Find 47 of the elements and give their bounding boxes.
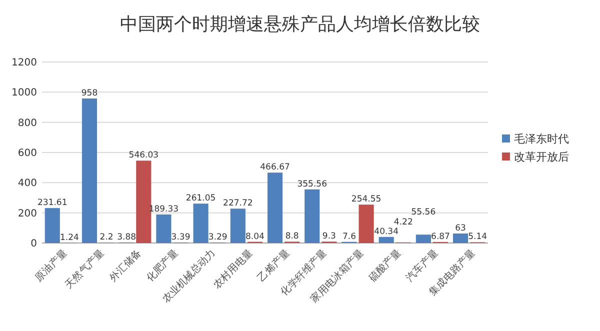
data-label: 3.88 (117, 232, 136, 242)
data-label: 2.2 (100, 232, 114, 243)
data-label: 546.03 (128, 150, 159, 161)
data-label: 355.56 (297, 179, 327, 190)
data-label: 466.67 (260, 162, 290, 173)
y-tick-label: 0 (30, 238, 37, 250)
x-tick-label: 硫酸产量 (366, 247, 404, 284)
y-tick-label: 600 (18, 148, 37, 159)
y-tick-label: 1200 (12, 58, 37, 68)
data-label: 3.29 (208, 232, 228, 243)
bar (193, 204, 208, 243)
y-tick-label: 1000 (12, 88, 37, 99)
y-tick-label: 200 (18, 208, 37, 220)
data-label: 261.05 (186, 194, 216, 204)
data-label: 1.24 (60, 232, 79, 243)
y-tick-label: 400 (18, 178, 37, 190)
bar (416, 234, 431, 243)
y-tick-label: 800 (18, 118, 37, 129)
data-label: 63 (455, 223, 466, 234)
legend-label: 改革开放后 (514, 150, 569, 164)
bar (358, 204, 374, 243)
bar (230, 208, 246, 243)
data-label: 5.14 (468, 232, 488, 242)
data-label: 254.55 (351, 194, 382, 205)
bar (82, 98, 98, 243)
bar (453, 233, 468, 243)
data-label: 6.87 (431, 232, 450, 242)
data-label: 8.8 (285, 232, 299, 242)
chart-title: 中国两个时期增速悬殊产品人均增长倍数比较 (120, 14, 480, 35)
bar (136, 160, 152, 243)
data-label: 3.39 (171, 232, 190, 242)
data-label: 55.56 (411, 208, 436, 218)
x-tick-label: 外汇储备 (106, 247, 144, 284)
data-label: 4.22 (394, 217, 413, 228)
data-label: 9.3 (322, 232, 336, 242)
bar (267, 172, 283, 243)
data-label: 227.72 (223, 198, 253, 209)
data-label: 40.34 (374, 226, 399, 237)
data-label: 7.6 (342, 232, 356, 242)
bar (378, 236, 394, 243)
bar (44, 208, 60, 243)
data-label: 958 (81, 88, 98, 98)
legend-label: 毛泽东时代 (514, 132, 569, 146)
bar (304, 189, 320, 243)
bar (156, 214, 172, 243)
data-label: 231.61 (38, 198, 68, 208)
data-label: 8.04 (246, 232, 264, 242)
